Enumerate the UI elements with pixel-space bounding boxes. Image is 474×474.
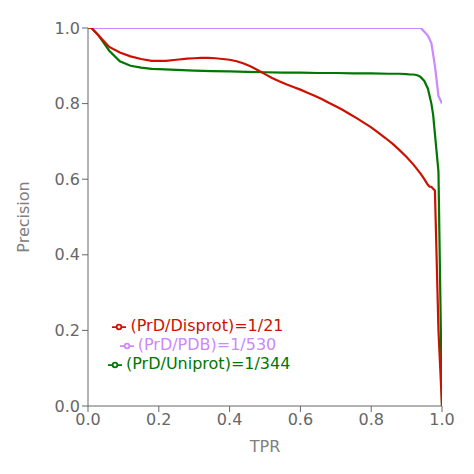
- svg-text:0.6: 0.6: [288, 410, 313, 429]
- svg-text:1.0: 1.0: [55, 19, 80, 38]
- svg-text:TPR: TPR: [249, 437, 281, 456]
- svg-text:0.2: 0.2: [55, 321, 80, 340]
- html-text:(PrD/Disprot)=1/21: (PrD/Disprot)=1/21: [130, 316, 284, 335]
- html-text:(PrD/PDB)=1/530: (PrD/PDB)=1/530: [137, 335, 277, 354]
- html-text:(PrD/Uniprot)=1/344: (PrD/Uniprot)=1/344: [126, 354, 291, 373]
- svg-text:0.0: 0.0: [75, 410, 101, 430]
- svg-text:0.8: 0.8: [358, 410, 383, 429]
- svg-text:0.0: 0.0: [55, 397, 80, 416]
- svg-text:0.4: 0.4: [217, 410, 242, 429]
- svg-text:0.8: 0.8: [55, 94, 80, 113]
- svg-text:1.0: 1.0: [429, 410, 454, 429]
- svg-text:0.6: 0.6: [55, 170, 80, 189]
- svg-text:0.2: 0.2: [146, 410, 171, 429]
- svg-text:0.4: 0.4: [55, 245, 80, 264]
- svg-text:Precision: Precision: [14, 181, 33, 252]
